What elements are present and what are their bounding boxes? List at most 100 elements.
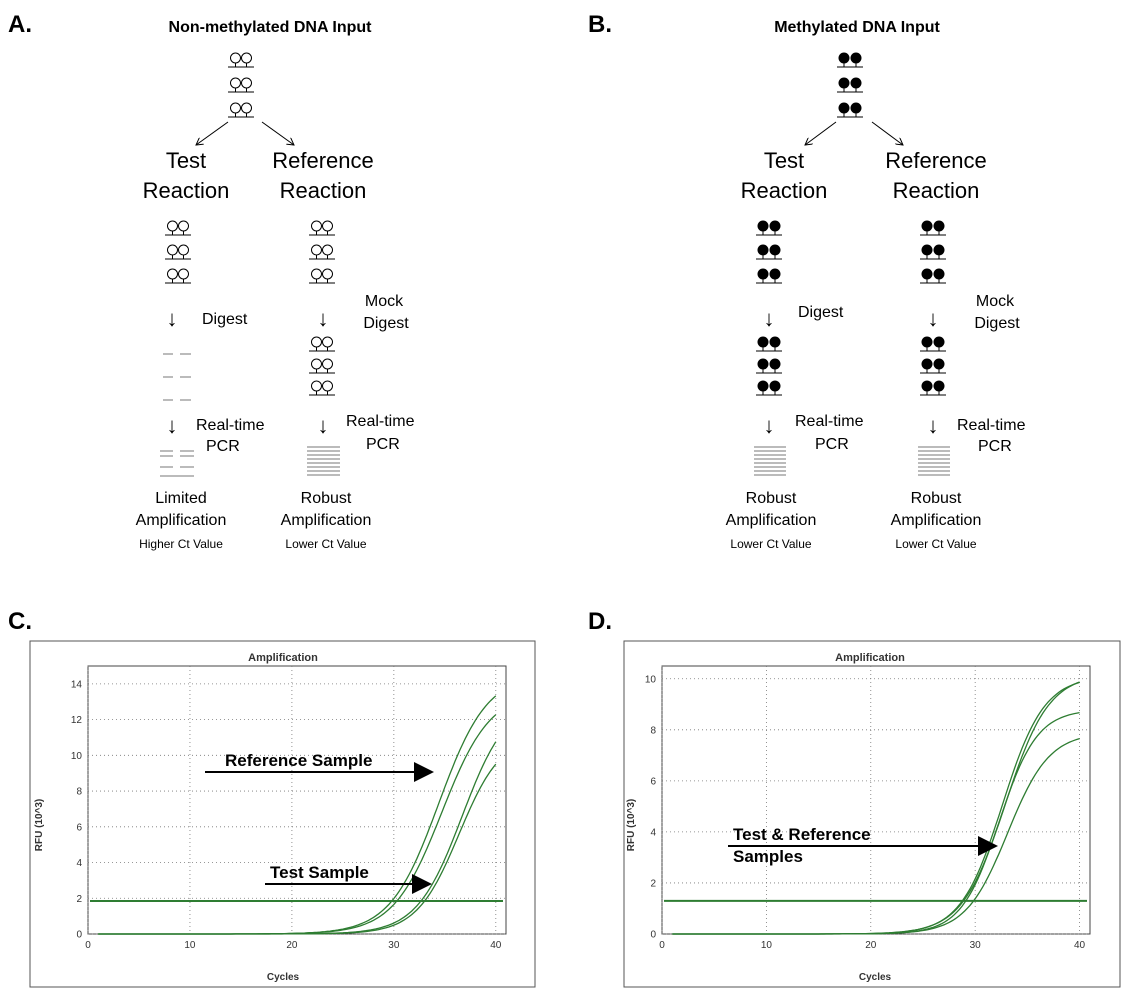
pcr-label-line1: Real-time	[346, 413, 415, 430]
panel-a-label: A.	[8, 11, 32, 38]
y-tick-label: 6	[76, 822, 82, 833]
y-tick-label: 4	[76, 858, 82, 869]
dna-ref-intact	[919, 336, 947, 396]
samples-annotation-line1: Test & Reference	[733, 825, 871, 844]
chart-title: Amplification	[248, 652, 318, 664]
y-tick-label: 2	[650, 878, 656, 889]
down-arrow: ↓	[928, 413, 939, 438]
ct-value: Lower Ct Value	[730, 537, 811, 551]
y-tick-label: 10	[645, 674, 657, 685]
dna-test-unmethylated	[164, 220, 192, 284]
x-tick-label: 0	[659, 940, 665, 951]
pcr-label-line2: PCR	[206, 438, 240, 455]
panel-d: D. Amplification 0 10 20 30 40 0 2 4 6 8 10 Cycles…	[588, 608, 1121, 988]
result-line1: Robust	[301, 490, 352, 507]
result-line2: Amplification	[281, 512, 372, 529]
down-arrow: ↓	[764, 413, 775, 438]
dna-test-protected	[755, 336, 783, 396]
split-arrow-right	[871, 121, 903, 145]
x-tick-label: 0	[85, 940, 91, 951]
test-annotation: Test Sample	[270, 863, 369, 882]
samples-annotation-line2: Samples	[733, 847, 803, 866]
test-reaction-line2: Reaction	[143, 178, 230, 203]
pcr-label-line1: Real-time	[795, 413, 864, 430]
x-tick-label: 20	[865, 940, 877, 951]
x-tick-label: 10	[184, 940, 196, 951]
test-reaction-line2: Reaction	[741, 178, 828, 203]
ct-value: Higher Ct Value	[139, 537, 223, 551]
ref-reaction-line2: Reaction	[280, 178, 367, 203]
y-axis-label: RFU (10^3)	[626, 799, 637, 852]
x-tick-label: 30	[970, 940, 982, 951]
result-line2: Amplification	[726, 512, 817, 529]
y-tick-label: 12	[71, 715, 83, 726]
x-tick-label: 20	[286, 940, 298, 951]
digest-label: Digest	[798, 304, 844, 321]
chart-frame	[29, 640, 536, 988]
x-tick-label: 30	[388, 940, 400, 951]
dna-input-unmethylated	[227, 52, 255, 118]
down-arrow: ↓	[318, 413, 329, 438]
panel-a: A. Non-methylated DNA Input Test Reactio…	[8, 11, 415, 551]
ct-value: Lower Ct Value	[895, 537, 976, 551]
x-tick-label: 40	[1074, 940, 1086, 951]
amplification-plot-c: 0 10 20 30 40 0 2 4 6 8 10 12 14	[71, 665, 507, 951]
y-tick-label: 2	[76, 894, 82, 905]
amplification-plot-d: 0 10 20 30 40 0 2 4 6 8 10	[645, 665, 1091, 951]
split-arrow-left	[805, 121, 837, 145]
robust-amplicons	[918, 446, 950, 476]
pcr-label-line2: PCR	[815, 436, 849, 453]
result-line1: Robust	[746, 490, 797, 507]
amplification-curve	[98, 763, 497, 935]
ref-reaction-line1: Reference	[885, 148, 987, 173]
y-tick-label: 10	[71, 751, 83, 762]
robust-amplicons	[754, 446, 786, 476]
chart-title: Amplification	[835, 652, 905, 664]
amplification-curve	[672, 737, 1080, 935]
result-line2: Amplification	[136, 512, 227, 529]
result-line2: Amplification	[891, 512, 982, 529]
down-arrow: ↓	[167, 413, 178, 438]
mock-label-line2: Digest	[363, 315, 409, 332]
digested-fragments	[163, 353, 191, 401]
panel-d-label: D.	[588, 608, 612, 635]
ref-reaction-line1: Reference	[272, 148, 374, 173]
split-arrow-right	[261, 121, 294, 145]
y-tick-label: 8	[650, 725, 656, 736]
dna-input-methylated	[836, 52, 864, 118]
down-arrow: ↓	[318, 306, 329, 331]
limited-amplicons	[160, 450, 194, 477]
y-axis-label: RFU (10^3)	[34, 799, 45, 852]
y-tick-label: 0	[76, 930, 82, 941]
x-axis-label: Cycles	[267, 972, 300, 983]
x-tick-label: 10	[761, 940, 773, 951]
panel-c: C. Amplification 0 10 20 30 40 0 2 4 6 8 10 12 14 Cy…	[8, 608, 536, 988]
chart-frame	[623, 640, 1121, 988]
panel-b-title: Methylated DNA Input	[774, 19, 940, 36]
y-tick-label: 0	[650, 930, 656, 941]
dna-test-methylated	[755, 220, 783, 284]
mock-label-line2: Digest	[974, 315, 1020, 332]
y-tick-label: 4	[650, 827, 656, 838]
y-tick-label: 14	[71, 679, 83, 690]
result-line1: Limited	[155, 490, 207, 507]
ref-reaction-line2: Reaction	[893, 178, 980, 203]
ct-value: Lower Ct Value	[285, 537, 366, 551]
dna-ref-methylated	[919, 220, 947, 284]
y-tick-label: 8	[76, 787, 82, 798]
pcr-label-line1: Real-time	[196, 417, 265, 434]
down-arrow: ↓	[167, 306, 178, 331]
mock-label-line1: Mock	[365, 293, 404, 310]
dna-ref-intact	[308, 336, 336, 396]
down-arrow: ↓	[764, 306, 775, 331]
test-reaction-line1: Test	[764, 148, 804, 173]
digest-label: Digest	[202, 311, 248, 328]
robust-amplicons	[307, 446, 340, 476]
pcr-label-line1: Real-time	[957, 417, 1026, 434]
reference-annotation: Reference Sample	[225, 751, 372, 770]
pcr-label-line2: PCR	[366, 436, 400, 453]
dna-ref-unmethylated	[308, 220, 336, 284]
test-reaction-line1: Test	[166, 148, 206, 173]
panel-b: B. Methylated DNA Input Test Reaction ↓ …	[588, 11, 1026, 551]
